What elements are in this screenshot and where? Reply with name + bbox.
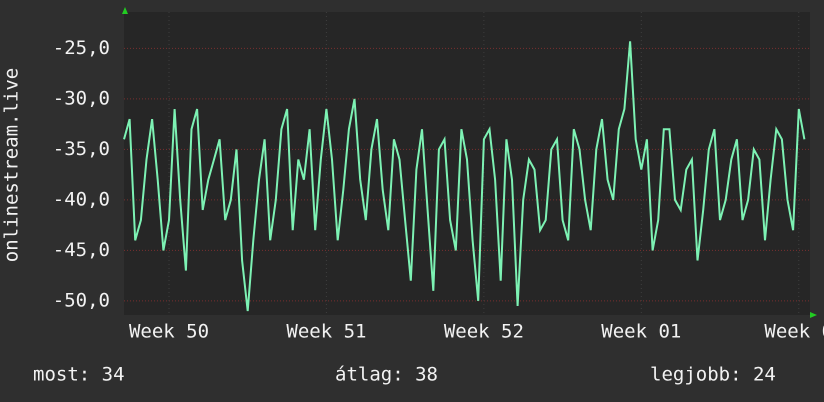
x-tick-label: Week 50 bbox=[129, 321, 209, 343]
y-tick-label: -45,0 bbox=[53, 239, 110, 261]
x-tick-label: Week 01 bbox=[601, 321, 681, 343]
footer-stat: átlag: 38 bbox=[335, 364, 438, 386]
data-line bbox=[123, 41, 806, 312]
y-arrow bbox=[122, 7, 128, 14]
y-axis-label: onlinestream.live bbox=[1, 68, 23, 262]
y-tick-label: -25,0 bbox=[53, 37, 110, 59]
footer-stat: most: 34 bbox=[33, 364, 125, 386]
footer-stat: legjobb: 24 bbox=[650, 364, 776, 386]
y-tick-label: -30,0 bbox=[53, 87, 110, 109]
x-tick-label: Week 51 bbox=[286, 321, 366, 343]
x-arrow bbox=[810, 312, 817, 318]
x-tick-label: Week 52 bbox=[444, 321, 524, 343]
y-tick-label: -40,0 bbox=[53, 188, 110, 210]
y-tick-label: -35,0 bbox=[53, 138, 110, 160]
y-tick-label: -50,0 bbox=[53, 289, 110, 311]
x-tick-label: Week 0 bbox=[764, 321, 824, 343]
